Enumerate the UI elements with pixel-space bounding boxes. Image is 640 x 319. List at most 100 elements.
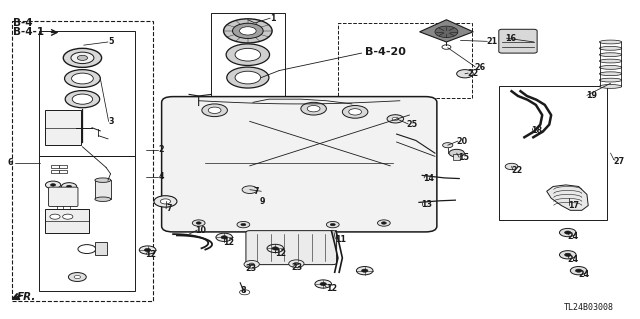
Ellipse shape	[600, 85, 621, 88]
Circle shape	[72, 94, 93, 104]
Text: 24: 24	[568, 232, 579, 241]
Circle shape	[442, 45, 451, 49]
Text: 2: 2	[159, 145, 164, 154]
Text: 16: 16	[505, 34, 516, 43]
Text: B-4-1: B-4-1	[13, 27, 45, 37]
Text: B-4: B-4	[13, 18, 33, 28]
Text: 23: 23	[291, 263, 302, 272]
Circle shape	[145, 249, 151, 252]
Circle shape	[223, 19, 272, 43]
Circle shape	[315, 280, 332, 288]
Bar	[51, 170, 59, 174]
Circle shape	[72, 73, 93, 84]
Text: 25: 25	[407, 120, 418, 129]
Circle shape	[63, 48, 102, 67]
Text: 4: 4	[159, 173, 164, 182]
Text: 18: 18	[531, 126, 542, 135]
Text: 26: 26	[474, 63, 485, 72]
Circle shape	[226, 44, 269, 65]
Circle shape	[381, 222, 387, 224]
Bar	[12, 21, 153, 301]
Circle shape	[77, 55, 88, 60]
Ellipse shape	[600, 59, 621, 63]
Circle shape	[239, 290, 250, 295]
Circle shape	[221, 236, 227, 239]
Circle shape	[202, 104, 227, 117]
Bar	[95, 242, 107, 255]
Circle shape	[235, 71, 260, 84]
FancyBboxPatch shape	[499, 29, 537, 53]
Circle shape	[237, 221, 250, 228]
Bar	[45, 110, 81, 145]
Bar	[60, 165, 67, 168]
Text: B-4-20: B-4-20	[365, 47, 406, 56]
Circle shape	[505, 163, 518, 170]
Circle shape	[241, 223, 246, 226]
Bar	[95, 180, 111, 199]
Circle shape	[78, 245, 96, 254]
Text: 7: 7	[253, 187, 259, 196]
Circle shape	[239, 27, 256, 35]
Text: FR.: FR.	[17, 292, 36, 302]
Text: 12: 12	[145, 250, 156, 259]
Bar	[45, 209, 89, 233]
Text: 24: 24	[568, 255, 579, 264]
Text: 3: 3	[109, 117, 114, 126]
Text: 27: 27	[614, 157, 625, 166]
Circle shape	[449, 149, 465, 157]
Bar	[338, 23, 472, 98]
Bar	[39, 31, 135, 156]
Circle shape	[559, 251, 576, 259]
Circle shape	[74, 275, 81, 278]
Circle shape	[216, 233, 232, 241]
Text: 1: 1	[270, 14, 276, 23]
Circle shape	[289, 260, 304, 268]
Circle shape	[242, 186, 257, 194]
FancyBboxPatch shape	[49, 187, 78, 206]
Ellipse shape	[600, 47, 621, 50]
Text: 7: 7	[166, 204, 172, 213]
Text: 15: 15	[458, 153, 469, 162]
Circle shape	[435, 26, 458, 38]
Circle shape	[564, 231, 571, 234]
Circle shape	[559, 228, 576, 237]
Circle shape	[192, 220, 205, 226]
FancyBboxPatch shape	[162, 97, 437, 232]
Text: TL24B03008: TL24B03008	[564, 303, 614, 312]
Text: 6: 6	[7, 158, 13, 167]
Circle shape	[196, 222, 201, 224]
Ellipse shape	[95, 197, 111, 201]
Circle shape	[272, 247, 278, 250]
Text: 5: 5	[108, 38, 113, 47]
Circle shape	[457, 70, 473, 78]
Text: 22: 22	[511, 166, 523, 175]
Circle shape	[267, 244, 284, 253]
Circle shape	[63, 214, 73, 219]
Circle shape	[330, 223, 335, 226]
Circle shape	[564, 253, 571, 256]
Text: 22: 22	[467, 69, 478, 78]
Circle shape	[50, 214, 60, 219]
Bar	[51, 165, 59, 168]
Circle shape	[140, 246, 156, 254]
Circle shape	[244, 261, 259, 268]
Ellipse shape	[600, 65, 621, 69]
Circle shape	[154, 196, 177, 207]
Circle shape	[326, 221, 339, 228]
Text: 12: 12	[326, 284, 337, 293]
Circle shape	[232, 23, 263, 39]
Circle shape	[307, 106, 320, 112]
Circle shape	[570, 267, 587, 275]
Text: 11: 11	[335, 235, 346, 244]
Circle shape	[161, 199, 171, 204]
Circle shape	[392, 117, 399, 121]
FancyBboxPatch shape	[246, 231, 337, 265]
Circle shape	[68, 272, 86, 281]
Circle shape	[208, 107, 221, 114]
Bar	[499, 86, 607, 220]
Circle shape	[362, 269, 368, 272]
Circle shape	[51, 184, 56, 186]
Text: 21: 21	[486, 37, 497, 46]
Text: 20: 20	[457, 137, 468, 145]
Circle shape	[575, 269, 582, 272]
